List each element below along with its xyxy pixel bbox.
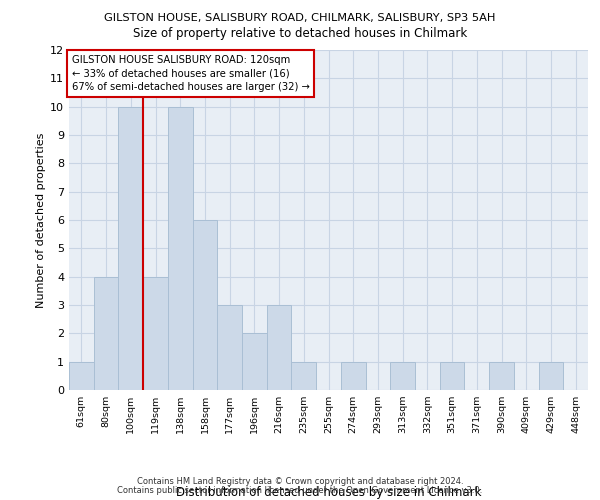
- Bar: [143, 276, 168, 390]
- Bar: [292, 362, 316, 390]
- Bar: [341, 362, 365, 390]
- Bar: [242, 334, 267, 390]
- Bar: [118, 106, 143, 390]
- Bar: [539, 362, 563, 390]
- X-axis label: Distribution of detached houses by size in Chilmark: Distribution of detached houses by size …: [176, 486, 481, 499]
- Text: Contains HM Land Registry data © Crown copyright and database right 2024.: Contains HM Land Registry data © Crown c…: [137, 477, 463, 486]
- Bar: [94, 276, 118, 390]
- Bar: [267, 305, 292, 390]
- Bar: [440, 362, 464, 390]
- Text: GILSTON HOUSE, SALISBURY ROAD, CHILMARK, SALISBURY, SP3 5AH: GILSTON HOUSE, SALISBURY ROAD, CHILMARK,…: [104, 12, 496, 22]
- Bar: [193, 220, 217, 390]
- Y-axis label: Number of detached properties: Number of detached properties: [36, 132, 46, 308]
- Bar: [217, 305, 242, 390]
- Bar: [69, 362, 94, 390]
- Text: GILSTON HOUSE SALISBURY ROAD: 120sqm
← 33% of detached houses are smaller (16)
6: GILSTON HOUSE SALISBURY ROAD: 120sqm ← 3…: [71, 55, 310, 92]
- Text: Size of property relative to detached houses in Chilmark: Size of property relative to detached ho…: [133, 28, 467, 40]
- Text: Contains public sector information licensed under the Open Government Licence v3: Contains public sector information licen…: [118, 486, 482, 495]
- Bar: [390, 362, 415, 390]
- Bar: [168, 106, 193, 390]
- Bar: [489, 362, 514, 390]
